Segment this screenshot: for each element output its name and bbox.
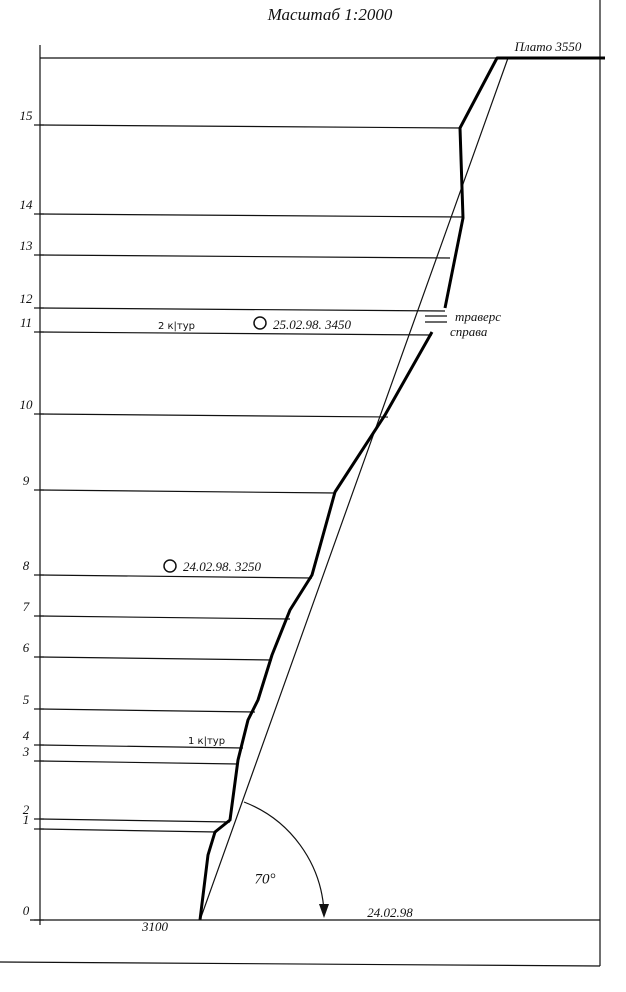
section-label: 9 [23, 473, 30, 488]
section-label: 13 [20, 238, 34, 253]
angle-arc [243, 801, 325, 913]
mark1-label: 24.02.98. 3250 [183, 559, 262, 574]
section-label: 5 [23, 692, 30, 707]
traverse-label: справа [450, 324, 488, 339]
section-line [39, 656, 273, 661]
section-line [39, 213, 464, 218]
route-lower [198, 331, 434, 921]
section-label: 11 [20, 315, 32, 330]
title: Масштаб 1:2000 [267, 5, 393, 24]
mark-icon [163, 559, 177, 573]
section-line [39, 307, 446, 312]
section-line [39, 708, 256, 713]
section-label: 10 [20, 397, 34, 412]
frame-bottom [0, 961, 601, 967]
start-date: 24.02.98 [367, 905, 413, 920]
section-label: 15 [20, 108, 34, 123]
section-label: 2 [23, 802, 30, 817]
traverse-label: траверс [455, 309, 501, 324]
section-line [39, 828, 218, 833]
section-label: 1 [23, 812, 30, 827]
section-label: 0 [23, 903, 30, 918]
section-line [39, 413, 389, 418]
section-line [39, 331, 433, 336]
section-line [39, 744, 244, 749]
start-altitude: 3100 [141, 919, 169, 934]
route-upper [443, 56, 605, 309]
section-label: 6 [23, 640, 30, 655]
section-label: 14 [20, 197, 34, 212]
section-label: 7 [23, 599, 30, 614]
camp2-label: 2 к|тур [158, 321, 195, 332]
section-line [39, 124, 461, 129]
angle-arrow [319, 904, 329, 918]
section-line [39, 615, 291, 620]
plateau-label: Плато 3550 [514, 39, 582, 54]
mark2-label: 25.02.98. 3450 [273, 317, 352, 332]
section-line [39, 760, 239, 765]
section-line [39, 574, 313, 579]
section-line [39, 489, 337, 494]
section-label: 3 [22, 744, 30, 759]
section-label: 12 [20, 291, 34, 306]
section-label: 8 [23, 558, 30, 573]
angle-label: 70° [255, 871, 276, 887]
mark-icon [253, 316, 267, 330]
average-slope [199, 57, 509, 921]
section-label: 4 [23, 728, 30, 743]
section-line [39, 818, 231, 823]
section-line [39, 254, 451, 259]
camp1-label: 1 к|тур [188, 736, 225, 747]
